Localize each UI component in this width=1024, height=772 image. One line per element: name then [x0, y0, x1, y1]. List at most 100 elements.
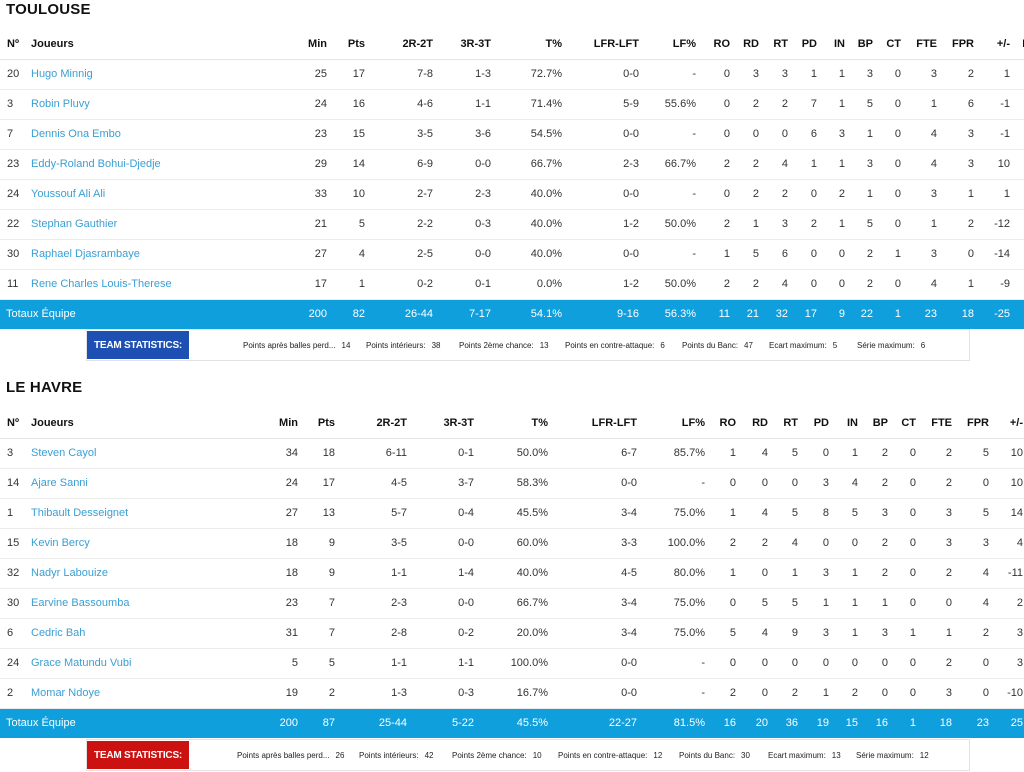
- player-name-link[interactable]: Rene Charles Louis-Therese: [31, 278, 172, 290]
- total-cell-t: 54.1%: [495, 299, 566, 329]
- stat-cell-n: 1: [0, 498, 27, 529]
- column-header-3r-3t[interactable]: 3R-3T: [411, 408, 478, 439]
- column-header-ro[interactable]: RO: [709, 408, 740, 439]
- column-header-rt[interactable]: RT: [772, 408, 802, 439]
- total-cell-ct: 1: [877, 299, 905, 329]
- column-header-fte[interactable]: FTE: [905, 29, 941, 60]
- stat-cell-ct: 0: [877, 89, 905, 120]
- player-name-link[interactable]: Cedric Bah: [31, 627, 86, 639]
- column-header-lfr-lft[interactable]: LFR-LFT: [552, 408, 641, 439]
- table-row: 30 Raphael Djasrambaye 27 4 2-5 0-0 40.0% 0-0-1…: [0, 239, 1024, 270]
- stat-cell-n: 24: [0, 179, 27, 210]
- stat-cell-t: 40.0%: [495, 209, 566, 240]
- column-header-bp[interactable]: BP: [849, 29, 877, 60]
- team-stat-value: 6: [660, 341, 665, 350]
- column-header-ct[interactable]: CT: [877, 29, 905, 60]
- column-header-min[interactable]: Min: [275, 29, 331, 60]
- player-name-link[interactable]: Momar Ndoye: [31, 687, 101, 699]
- team-totals-row: Totaux Équipe 200 87 25-44 5-22 45.5% 22-27 81.…: [0, 708, 1024, 738]
- column-header-lf[interactable]: LF%: [641, 408, 709, 439]
- player-name-link[interactable]: Dennis Ona Embo: [31, 128, 121, 140]
- column-header-in[interactable]: IN: [833, 408, 862, 439]
- player-name-link[interactable]: Robin Pluvy: [31, 98, 90, 110]
- column-header-pd[interactable]: PD: [802, 408, 833, 439]
- stat-cell-eva: 15: [1014, 89, 1024, 120]
- player-name-link[interactable]: Kevin Bercy: [31, 537, 90, 549]
- column-header-2r-2t[interactable]: 2R-2T: [339, 408, 411, 439]
- stat-cell-rd: 2: [734, 89, 763, 120]
- column-header-in[interactable]: IN: [821, 29, 849, 60]
- column-header-n[interactable]: Nº: [0, 408, 27, 439]
- column-header-eva[interactable]: EVA: [1014, 29, 1024, 60]
- column-header-pts[interactable]: Pts: [331, 29, 369, 60]
- stat-cell-lf: -: [643, 59, 700, 90]
- column-header-3r-3t[interactable]: 3R-3T: [437, 29, 495, 60]
- column-header-lfr-lft[interactable]: LFR-LFT: [566, 29, 643, 60]
- team-stat-item: Points intérieurs: 42: [359, 751, 434, 760]
- column-header-min[interactable]: Min: [251, 408, 302, 439]
- player-name-link[interactable]: Steven Cayol: [31, 447, 97, 459]
- column-header-rd[interactable]: RD: [734, 29, 763, 60]
- player-name-link[interactable]: Grace Matundu Vubi: [31, 657, 132, 669]
- column-header-pts[interactable]: Pts: [302, 408, 339, 439]
- stat-cell-n: 7: [0, 119, 27, 150]
- column-header-t[interactable]: T%: [495, 29, 566, 60]
- stat-cell-t: 71.4%: [495, 89, 566, 120]
- player-name-link[interactable]: Youssouf Ali Ali: [31, 188, 106, 200]
- column-header-ct[interactable]: CT: [892, 408, 920, 439]
- team-stat-item: Série maximum: 6: [857, 341, 925, 350]
- table-row: 23 Eddy-Roland Bohui-Djedje 29 14 6-9 0-0 66.7…: [0, 149, 1024, 180]
- column-header-fte[interactable]: FTE: [920, 408, 956, 439]
- player-name-link[interactable]: Thibault Desseignet: [31, 507, 129, 519]
- stat-cell-2r-2t: 2-5: [369, 239, 437, 270]
- stat-cell-eva: 13: [1014, 149, 1024, 180]
- stat-cell-in: 1: [833, 558, 862, 589]
- team-title-le-havre: LE HAVRE: [6, 379, 83, 396]
- player-name-link[interactable]: Nadyr Labouize: [31, 567, 109, 579]
- column-header-col18[interactable]: +/-: [978, 29, 1014, 60]
- team-stat-label: Ecart maximum:: [769, 341, 827, 350]
- player-name-link[interactable]: Raphael Djasrambaye: [31, 248, 140, 260]
- stat-cell-n: 32: [0, 558, 27, 589]
- stat-cell-ro: 0: [709, 468, 740, 499]
- total-cell-rt: 32: [763, 299, 792, 329]
- player-name-link[interactable]: Eddy-Roland Bohui-Djedje: [31, 158, 161, 170]
- player-name-link[interactable]: Earvine Bassoumba: [31, 597, 130, 609]
- stat-cell-bp: 5: [849, 209, 877, 240]
- column-header-joueurs[interactable]: Joueurs: [27, 408, 251, 439]
- total-cell-in: 15: [833, 708, 862, 738]
- column-header-ro[interactable]: RO: [700, 29, 734, 60]
- column-header-fpr[interactable]: FPR: [941, 29, 978, 60]
- stat-cell-fpr: 5: [956, 438, 993, 469]
- team-stat-label: Points après balles perd...: [237, 751, 330, 760]
- stat-cell-n: 2: [0, 678, 27, 709]
- stat-cell-fte: 1: [905, 209, 941, 240]
- player-name-link[interactable]: Hugo Minnig: [31, 68, 93, 80]
- column-header-2r-2t[interactable]: 2R-2T: [369, 29, 437, 60]
- stat-cell-bp: 2: [849, 239, 877, 270]
- stat-cell-lf: 85.7%: [641, 438, 709, 469]
- stat-cell-pts: 4: [331, 239, 369, 270]
- column-header-joueurs[interactable]: Joueurs: [27, 29, 275, 60]
- stat-cell-rd: 0: [740, 558, 772, 589]
- column-header-rt[interactable]: RT: [763, 29, 792, 60]
- column-header-lf[interactable]: LF%: [643, 29, 700, 60]
- player-name-link[interactable]: Ajare Sanni: [31, 477, 88, 489]
- stat-cell-pd: 7: [792, 89, 821, 120]
- stat-cell-rt: 5: [772, 498, 802, 529]
- stat-cell-3r-3t: 2-3: [437, 179, 495, 210]
- stat-cell-fpr: 0: [941, 239, 978, 270]
- column-header-fpr[interactable]: FPR: [956, 408, 993, 439]
- stat-cell-pts: 9: [302, 528, 339, 559]
- column-header-rd[interactable]: RD: [740, 408, 772, 439]
- stat-cell-2r-2t: 7-8: [369, 59, 437, 90]
- stat-cell-3r-3t: 0-0: [437, 239, 495, 270]
- column-header-t[interactable]: T%: [478, 408, 552, 439]
- player-name-link[interactable]: Stephan Gauthier: [31, 218, 118, 230]
- column-header-bp[interactable]: BP: [862, 408, 892, 439]
- column-header-n[interactable]: Nº: [0, 29, 27, 60]
- column-header-pd[interactable]: PD: [792, 29, 821, 60]
- column-header-col18[interactable]: +/-: [993, 408, 1024, 439]
- stat-cell-rt: 0: [772, 468, 802, 499]
- stat-cell-lfr-lft: 0-0: [566, 119, 643, 150]
